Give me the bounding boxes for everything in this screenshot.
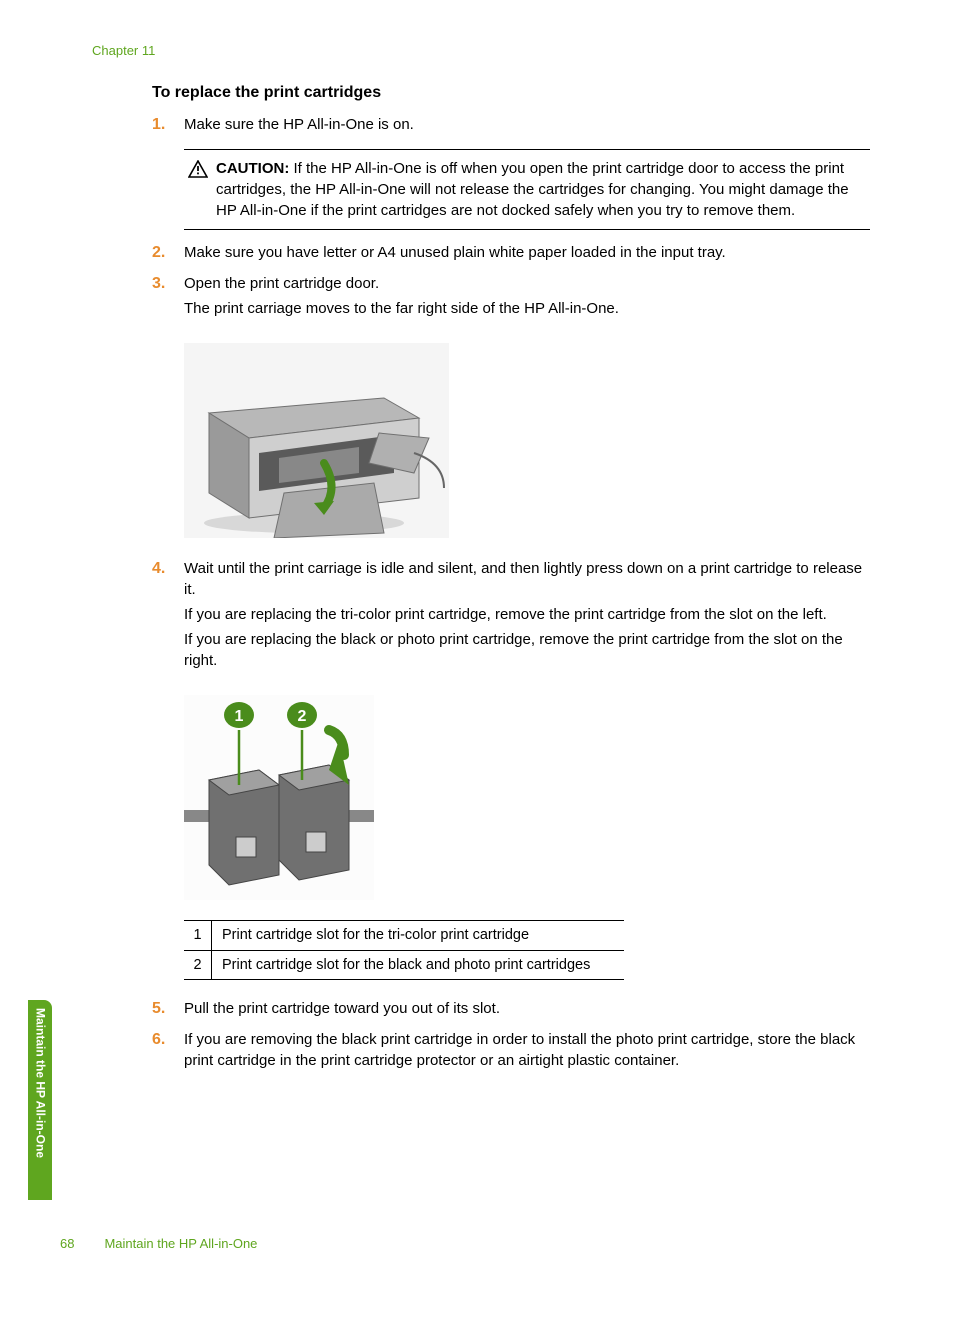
caution-label: CAUTION: — [216, 160, 289, 177]
page-number: 68 — [60, 1235, 74, 1253]
step-body: If you are removing the black print cart… — [184, 1029, 870, 1075]
step-number: 1. — [152, 114, 184, 139]
legend-row: 1 Print cartridge slot for the tri-color… — [184, 921, 624, 950]
step-number: 5. — [152, 998, 184, 1023]
page-footer: 68 Maintain the HP All-in-One — [60, 1235, 257, 1253]
step-4: 4. Wait until the print carriage is idle… — [152, 558, 870, 675]
side-tab: Maintain the HP All-in-One — [28, 1000, 52, 1200]
step-text: Open the print cartridge door. — [184, 273, 870, 294]
step-number: 2. — [152, 242, 184, 267]
step-body: Wait until the print carriage is idle an… — [184, 558, 870, 675]
legend-desc: Print cartridge slot for the black and p… — [212, 951, 624, 979]
step-body: Make sure the HP All-in-One is on. — [184, 114, 870, 139]
step-number: 6. — [152, 1029, 184, 1075]
step-body: Pull the print cartridge toward you out … — [184, 998, 870, 1023]
step-text: If you are replacing the black or photo … — [184, 629, 870, 671]
step-number: 3. — [152, 273, 184, 323]
legend-num: 1 — [184, 921, 212, 949]
printer-illustration-icon — [184, 343, 449, 538]
step-text: If you are replacing the tri-color print… — [184, 604, 870, 625]
step-text: Pull the print cartridge toward you out … — [184, 998, 870, 1019]
step-1: 1. Make sure the HP All-in-One is on. — [152, 114, 870, 139]
figure-printer-open — [184, 343, 449, 538]
step-text: Wait until the print carriage is idle an… — [184, 558, 870, 600]
figure-cartridge-slots: 1 2 — [184, 695, 374, 900]
legend-num: 2 — [184, 951, 212, 979]
caution-triangle-icon — [188, 160, 208, 178]
cartridge-illustration-icon: 1 2 — [184, 695, 374, 900]
step-body: Open the print cartridge door. The print… — [184, 273, 870, 323]
footer-section-title: Maintain the HP All-in-One — [104, 1235, 257, 1253]
caution-text: CAUTION: If the HP All-in-One is off whe… — [216, 158, 866, 221]
main-content: To replace the print cartridges 1. Make … — [152, 82, 870, 1081]
step-text: The print carriage moves to the far righ… — [184, 298, 870, 319]
legend-row: 2 Print cartridge slot for the black and… — [184, 951, 624, 979]
callout-1: 1 — [235, 708, 244, 725]
callout-2: 2 — [298, 708, 307, 725]
caution-box: CAUTION: If the HP All-in-One is off whe… — [184, 149, 870, 230]
section-title: To replace the print cartridges — [152, 82, 870, 104]
step-5: 5. Pull the print cartridge toward you o… — [152, 998, 870, 1023]
step-text: Make sure the HP All-in-One is on. — [184, 114, 870, 135]
legend-desc: Print cartridge slot for the tri-color p… — [212, 921, 624, 949]
step-3: 3. Open the print cartridge door. The pr… — [152, 273, 870, 323]
step-6: 6. If you are removing the black print c… — [152, 1029, 870, 1075]
legend-table: 1 Print cartridge slot for the tri-color… — [184, 920, 624, 980]
chapter-label: Chapter 11 — [92, 42, 155, 60]
step-number: 4. — [152, 558, 184, 675]
step-body: Make sure you have letter or A4 unused p… — [184, 242, 870, 267]
caution-body: If the HP All-in-One is off when you ope… — [216, 160, 849, 219]
step-text: If you are removing the black print cart… — [184, 1029, 870, 1071]
step-2: 2. Make sure you have letter or A4 unuse… — [152, 242, 870, 267]
step-text: Make sure you have letter or A4 unused p… — [184, 242, 870, 263]
